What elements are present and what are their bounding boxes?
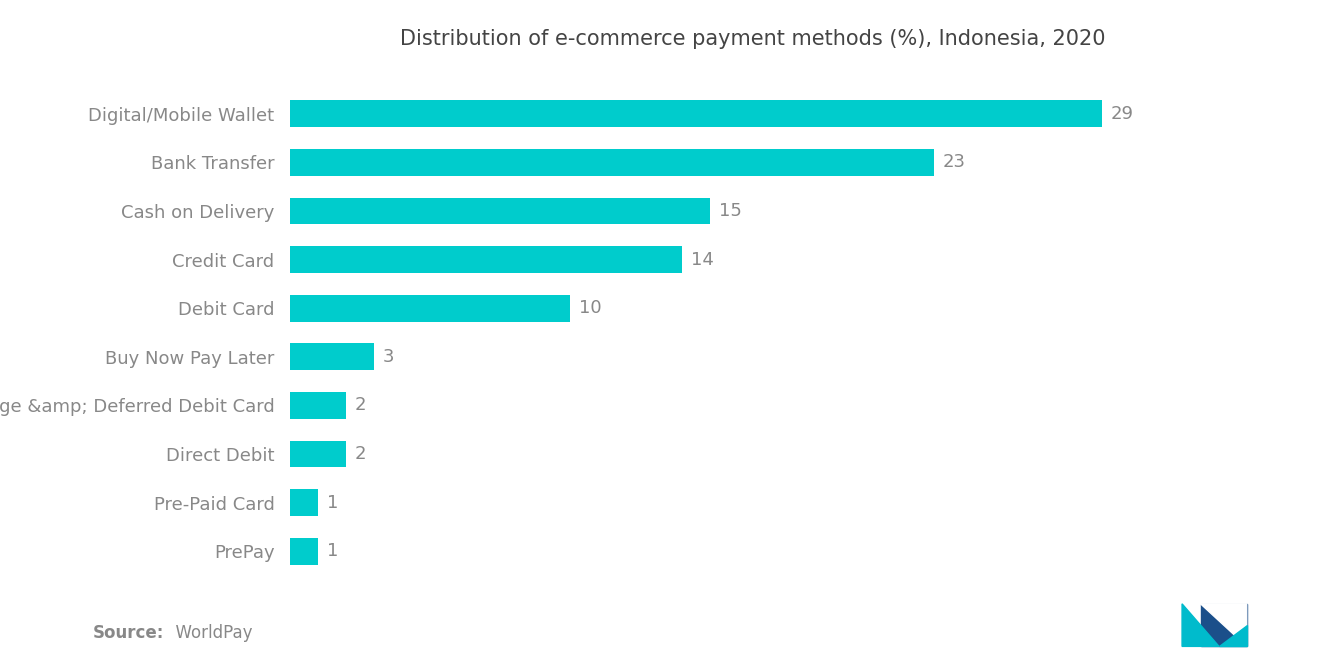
Bar — [290, 489, 318, 516]
Bar — [290, 392, 346, 419]
Text: 2: 2 — [355, 396, 366, 414]
Bar — [290, 538, 318, 565]
Text: WorldPay: WorldPay — [165, 624, 252, 642]
Bar — [290, 198, 710, 224]
Bar — [290, 441, 346, 467]
Bar — [290, 295, 570, 322]
Text: 1: 1 — [327, 542, 338, 560]
Bar — [290, 246, 682, 273]
Text: Source:: Source: — [92, 624, 164, 642]
Polygon shape — [1201, 604, 1247, 646]
Text: 1: 1 — [327, 493, 338, 511]
Text: 15: 15 — [719, 202, 742, 220]
Text: 23: 23 — [942, 154, 966, 172]
Text: 14: 14 — [690, 251, 714, 269]
Polygon shape — [1220, 625, 1247, 646]
Bar — [290, 100, 1102, 127]
Bar — [290, 343, 375, 370]
Text: 10: 10 — [578, 299, 602, 317]
Text: 29: 29 — [1111, 105, 1134, 123]
Polygon shape — [1201, 604, 1247, 646]
Text: 2: 2 — [355, 445, 366, 463]
Polygon shape — [1183, 604, 1220, 646]
Title: Distribution of e-commerce payment methods (%), Indonesia, 2020: Distribution of e-commerce payment metho… — [400, 29, 1105, 49]
Text: 3: 3 — [383, 348, 395, 366]
Bar — [290, 149, 935, 176]
